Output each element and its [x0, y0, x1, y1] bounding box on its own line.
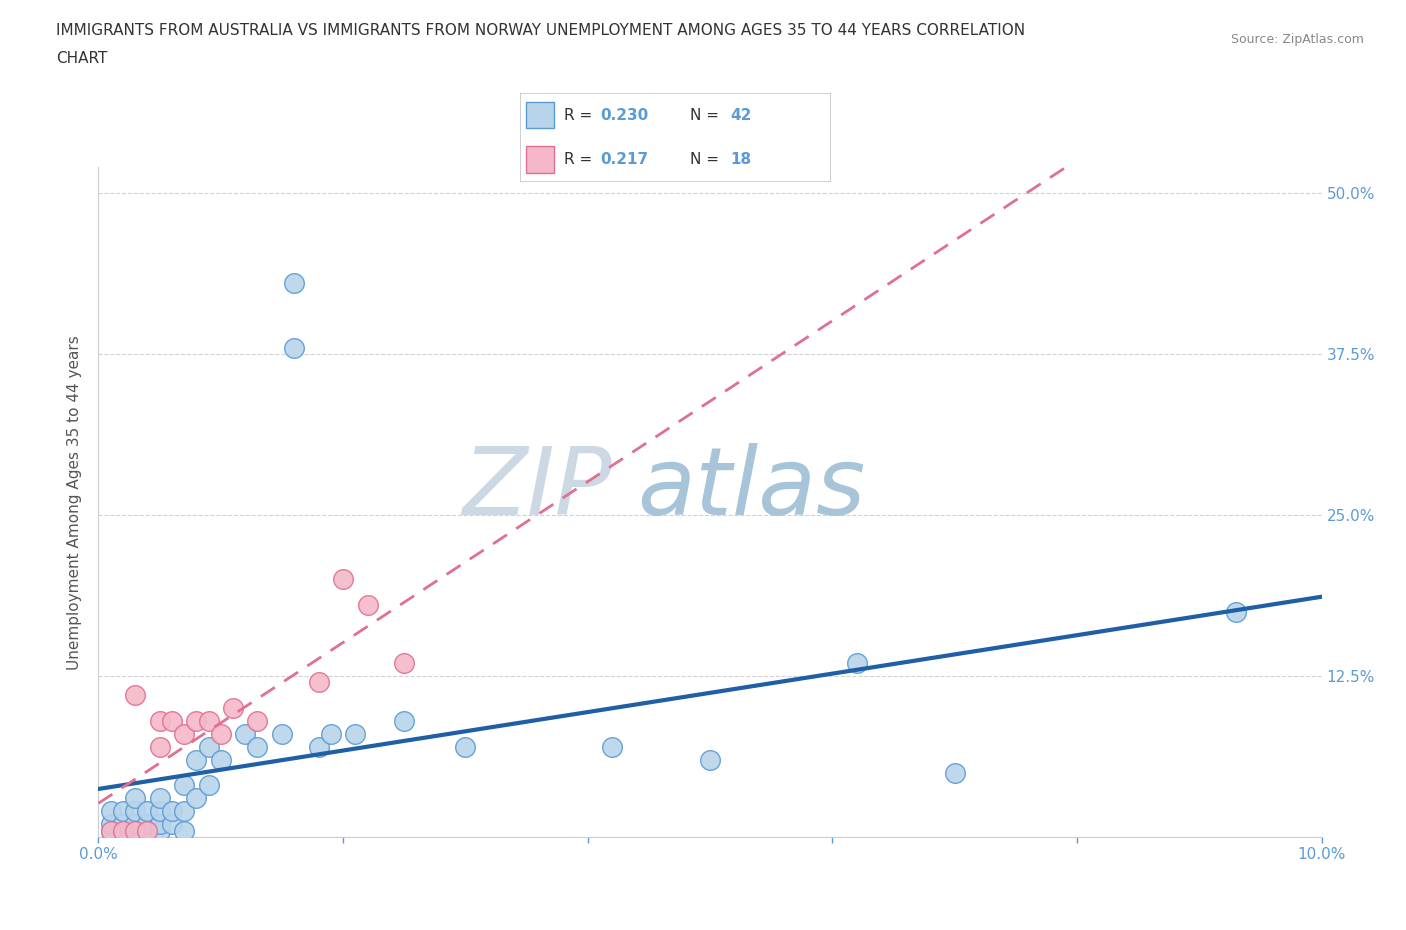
Point: [124, 817, 146, 831]
Text: N =: N =: [690, 108, 720, 123]
Point: [136, 823, 159, 838]
Point: [111, 823, 134, 838]
Point: [124, 823, 146, 838]
Point: [124, 804, 146, 818]
Point: [136, 823, 159, 838]
Point: [149, 790, 172, 805]
Point: [209, 726, 232, 741]
Point: [173, 823, 195, 838]
Point: [197, 778, 219, 793]
Point: [100, 817, 122, 831]
Point: [149, 713, 172, 728]
Point: [392, 656, 416, 671]
Point: [699, 752, 721, 767]
Point: [1225, 604, 1247, 619]
Point: [308, 675, 330, 690]
Point: [186, 713, 208, 728]
Point: [111, 823, 134, 838]
Point: [160, 817, 183, 831]
Point: [845, 656, 868, 671]
Point: [186, 790, 208, 805]
Text: 18: 18: [731, 152, 752, 166]
Text: Source: ZipAtlas.com: Source: ZipAtlas.com: [1230, 33, 1364, 46]
Point: [149, 823, 172, 838]
Text: R =: R =: [564, 108, 592, 123]
Point: [356, 598, 378, 613]
Point: [124, 790, 146, 805]
Point: [209, 752, 232, 767]
Point: [344, 726, 367, 741]
Point: [111, 817, 134, 831]
Point: [197, 739, 219, 754]
Text: N =: N =: [690, 152, 720, 166]
Point: [100, 823, 122, 838]
Point: [136, 804, 159, 818]
Point: [100, 804, 122, 818]
Point: [149, 739, 172, 754]
Text: atlas: atlas: [637, 444, 865, 535]
Point: [270, 726, 292, 741]
Point: [136, 817, 159, 831]
Point: [186, 752, 208, 767]
Point: [149, 804, 172, 818]
Bar: [526, 146, 554, 173]
Text: 0.217: 0.217: [600, 152, 648, 166]
Text: 0.230: 0.230: [600, 108, 650, 123]
Point: [149, 817, 172, 831]
Point: [392, 713, 416, 728]
Point: [222, 701, 245, 716]
Point: [160, 804, 183, 818]
Point: [283, 276, 305, 291]
Point: [233, 726, 256, 741]
Point: [454, 739, 477, 754]
Point: [160, 713, 183, 728]
Point: [283, 340, 305, 355]
Point: [124, 823, 146, 838]
Point: [246, 739, 269, 754]
Point: [308, 739, 330, 754]
Legend: Immigrants from Australia, Immigrants from Norway: Immigrants from Australia, Immigrants fr…: [457, 925, 963, 930]
Point: [173, 804, 195, 818]
Text: CHART: CHART: [56, 51, 108, 66]
Text: R =: R =: [564, 152, 592, 166]
Text: 42: 42: [731, 108, 752, 123]
Point: [173, 726, 195, 741]
Text: ZIP: ZIP: [463, 444, 612, 535]
Point: [319, 726, 342, 741]
Text: IMMIGRANTS FROM AUSTRALIA VS IMMIGRANTS FROM NORWAY UNEMPLOYMENT AMONG AGES 35 T: IMMIGRANTS FROM AUSTRALIA VS IMMIGRANTS …: [56, 23, 1025, 38]
Point: [246, 713, 269, 728]
Point: [173, 778, 195, 793]
Point: [943, 765, 966, 780]
Point: [197, 713, 219, 728]
Point: [600, 739, 623, 754]
Point: [100, 823, 122, 838]
Point: [111, 804, 134, 818]
Bar: [526, 102, 554, 128]
Y-axis label: Unemployment Among Ages 35 to 44 years: Unemployment Among Ages 35 to 44 years: [67, 335, 83, 670]
Point: [124, 688, 146, 703]
Point: [332, 572, 354, 587]
